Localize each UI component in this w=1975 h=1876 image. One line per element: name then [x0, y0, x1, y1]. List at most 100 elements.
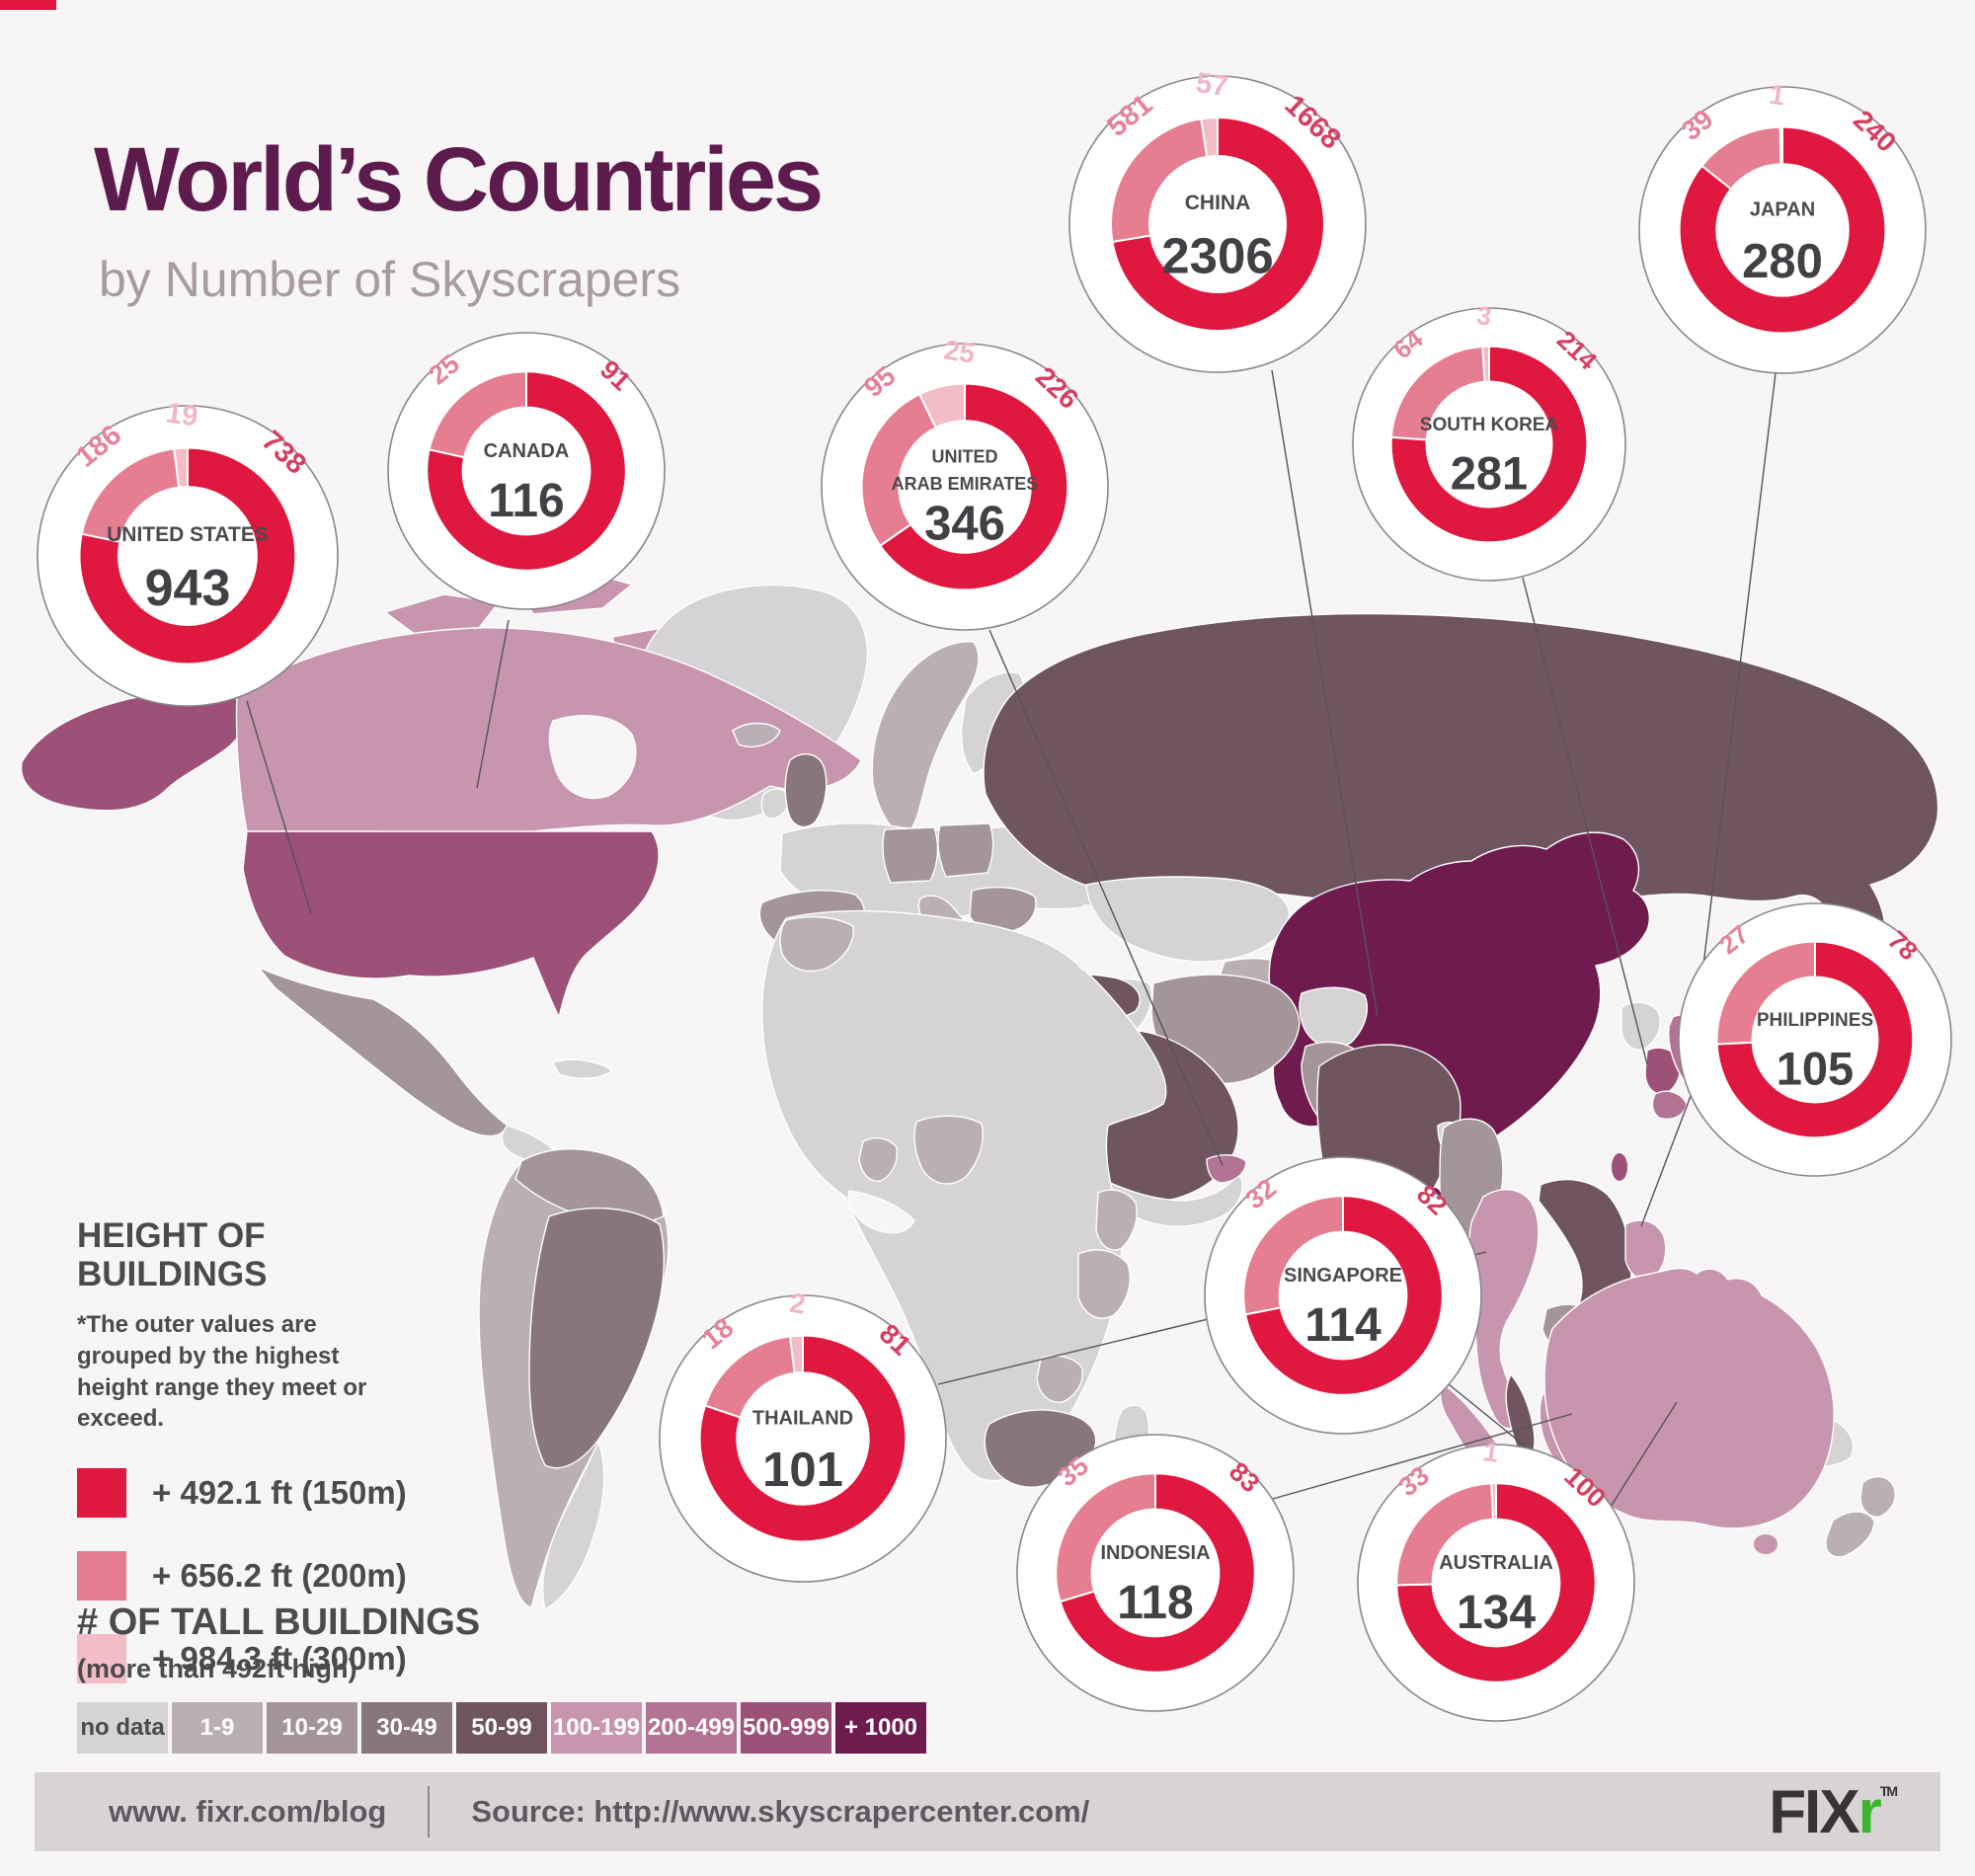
donut-japan-value-2: 1 — [1768, 79, 1787, 112]
count-bucket-+1000: + 1000 — [835, 1702, 926, 1754]
donut-indonesia-segment-1 — [1055, 1472, 1156, 1603]
donut-australia-total: 134 — [1457, 1587, 1536, 1639]
donut-south-korea-name: SOUTH KOREA — [1420, 415, 1559, 435]
donut-south-korea-segment-0 — [1389, 345, 1589, 544]
region-poland — [937, 822, 994, 878]
height-legend-items: + 492.1 ft (150m) + 656.2 ft (200m) + 984.… — [77, 1468, 433, 1684]
donut-china-segment-2 — [1200, 116, 1219, 158]
region-ireland — [760, 788, 791, 820]
count-legend-subheading: (more than 492ft high) — [77, 1654, 357, 1683]
footer-blog-link[interactable]: www. fixr.com/blog — [109, 1794, 387, 1829]
height-swatch-2 — [77, 1634, 126, 1684]
height-label-1: + 656.2 ft (200m) — [152, 1557, 407, 1595]
donut-australia-value-2: 1 — [1481, 1437, 1500, 1468]
connector-united-states — [246, 700, 312, 914]
region-south-america-north — [514, 1148, 665, 1224]
donut-united-states-total: 943 — [145, 560, 231, 617]
donut-china-value-2: 57 — [1194, 67, 1229, 103]
region-tasmania — [1754, 1534, 1778, 1554]
region-new-zealand — [1859, 1476, 1896, 1518]
region-philippines — [1624, 1219, 1667, 1281]
donut-united-arab-emirates-segment-2 — [917, 382, 966, 430]
connector-japan — [1696, 372, 1777, 1023]
region-uk — [784, 753, 828, 828]
height-legend-heading: HEIGHT OF BUILDINGS — [77, 1216, 268, 1294]
count-bucket-10-29: 10-29 — [267, 1702, 357, 1754]
region-uae — [1206, 1154, 1247, 1184]
donut-united-arab-emirates-name: UNITED — [932, 446, 998, 466]
donut-south-korea-total: 281 — [1451, 447, 1528, 500]
footer-divider — [428, 1786, 431, 1837]
region-moluccas — [1709, 1430, 1719, 1446]
count-bucket-1-9: 1-9 — [172, 1702, 263, 1754]
region-taiwan — [1612, 1153, 1627, 1181]
donut-united-states-name: UNITED STATES — [107, 523, 269, 546]
count-bucket-50-99: 50-99 — [456, 1702, 547, 1754]
count-bucket-30-49: 30-49 — [361, 1702, 452, 1754]
donut-philippines-name: PHILIPPINES — [1757, 1010, 1873, 1031]
height-legend-item-1: + 656.2 ft (200m) — [77, 1551, 433, 1602]
count-bucket-500-999: 500-999 — [741, 1702, 831, 1754]
donut-thailand-segment-0 — [698, 1334, 908, 1543]
footer-source-text[interactable]: Source: http://www.skyscrapercenter.com/ — [471, 1794, 1090, 1829]
region-nigeria — [913, 1115, 984, 1185]
donut-thailand-name: THAILAND — [752, 1408, 853, 1430]
connector-singapore — [1443, 1379, 1528, 1448]
height-swatch-0 — [77, 1468, 126, 1519]
region-afghanistan — [1299, 986, 1369, 1049]
donut-south-korea-segment-2 — [1481, 345, 1490, 383]
donut-australia-name: AUSTRALIA — [1439, 1552, 1553, 1574]
region-gulf-guinea — [847, 1190, 915, 1234]
count-bucket-200-499: 200-499 — [646, 1702, 737, 1754]
region-brazil — [528, 1207, 665, 1469]
region-iceland — [732, 722, 781, 748]
count-bucket-100-199: 100-199 — [551, 1702, 642, 1754]
region-kazakhstan — [1085, 876, 1291, 963]
donut-china-total: 2306 — [1161, 228, 1273, 284]
region-germany — [882, 826, 939, 884]
connector-south-korea — [1522, 577, 1648, 1065]
donut-canada-name: CANADA — [484, 440, 570, 462]
donut-united-arab-emirates-segment-0 — [878, 382, 1069, 591]
fixr-logo: FIX r TM — [1769, 1777, 1898, 1847]
donut-japan-name: JAPAN — [1750, 199, 1815, 221]
donut-china-segment-0 — [1111, 116, 1325, 332]
count-legend: # OF TALL BUILDINGS (more than 492ft hig… — [77, 1602, 930, 1754]
height-label-0: + 492.1 ft (150m) — [152, 1474, 407, 1512]
top-accent-bar — [0, 0, 56, 10]
fixr-logo-fix: FIX — [1769, 1777, 1859, 1846]
region-kenya — [1095, 1189, 1138, 1251]
count-legend-scale: no data 1-9 10-29 30-49 50-99 100-199 200-499 5… — [77, 1702, 930, 1754]
donut-australia-segment-2 — [1490, 1482, 1497, 1521]
connector-canada — [476, 619, 510, 789]
height-legend-note: *The outer values are grouped by the hig… — [77, 1311, 367, 1433]
region-south-korea — [1644, 1047, 1681, 1095]
region-mexico — [258, 967, 509, 1137]
donut-united-arab-emirates-name: ARAB EMIRATES — [892, 474, 1039, 494]
count-bucket-nodata: no data — [77, 1702, 168, 1754]
height-label-2: + 984.3 ft (300m) — [152, 1640, 407, 1678]
donut-china-name: CHINA — [1185, 192, 1251, 214]
height-legend-item-2: + 984.3 ft (300m) — [77, 1634, 433, 1684]
connector-china — [1271, 369, 1379, 1018]
donut-philippines-segment-1 — [1715, 940, 1816, 1046]
region-morocco — [779, 915, 854, 973]
fixr-logo-r: r — [1857, 1777, 1882, 1846]
donut-philippines-segment-0 — [1715, 940, 1915, 1139]
count-legend-heading: # OF TALL BUILDINGS — [77, 1602, 481, 1643]
donut-thailand-value-2: 2 — [788, 1288, 808, 1320]
footer-bar: www. fixr.com/blog Source: http://www.sk… — [35, 1772, 1940, 1851]
donut-united-arab-emirates-total: 346 — [924, 498, 1005, 551]
donut-united-arab-emirates-value-2: 25 — [942, 335, 977, 369]
page-subtitle: by Number of Skyscrapers — [99, 251, 681, 307]
connector-indonesia — [1265, 1413, 1573, 1502]
donut-united-states-segment-0 — [78, 446, 297, 665]
donut-japan-segment-0 — [1678, 125, 1887, 335]
